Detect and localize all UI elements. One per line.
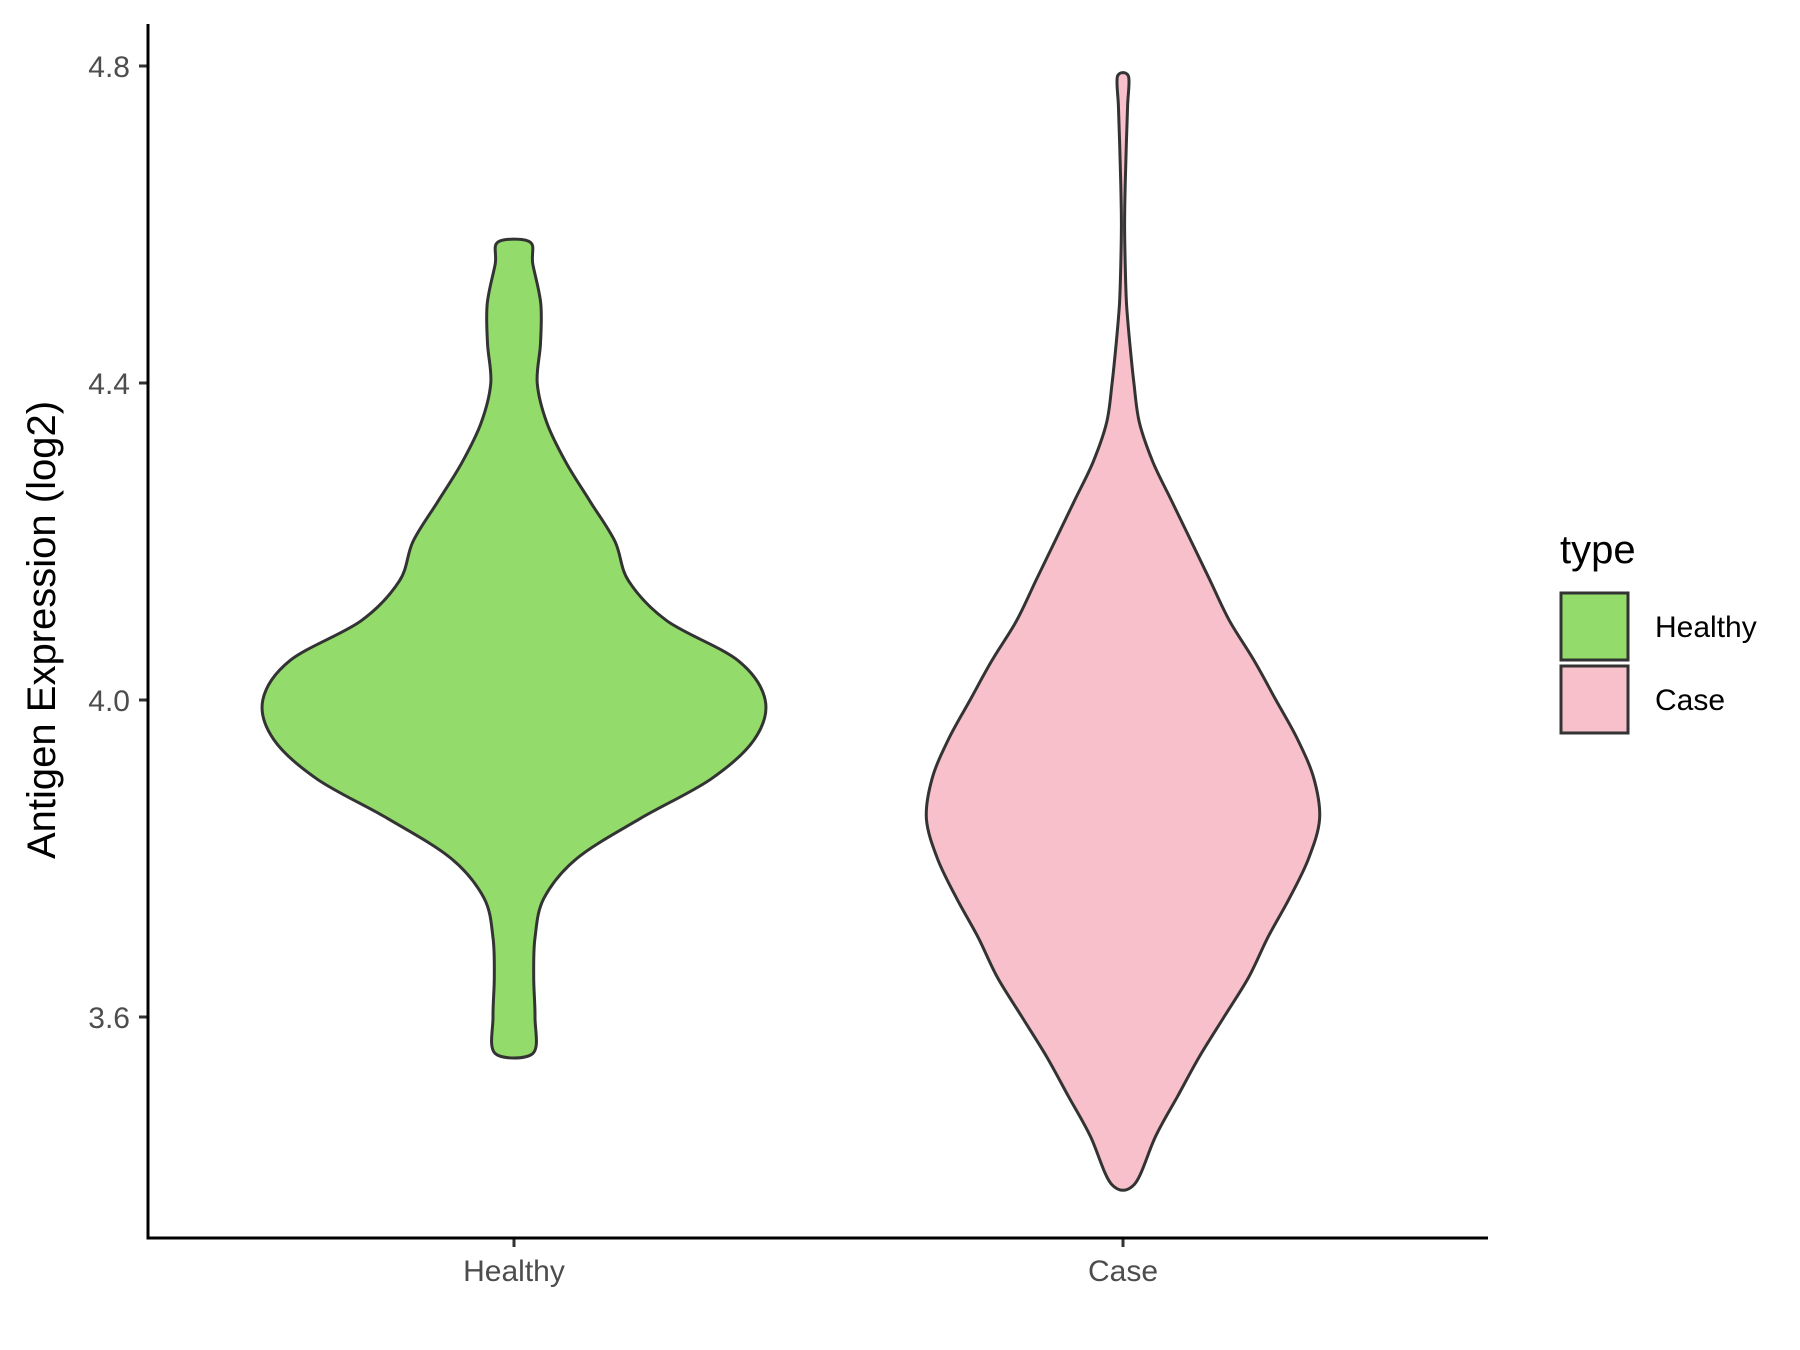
legend-swatch-case xyxy=(1559,664,1630,735)
x-tick-label: Healthy xyxy=(463,1255,565,1288)
y-tick-label: 3.6 xyxy=(88,1002,130,1035)
violin-healthy xyxy=(260,237,768,1060)
legend-label-healthy: Healthy xyxy=(1655,611,1757,644)
legend-title: type xyxy=(1560,528,1636,572)
x-axis-ticks: Healthy Case xyxy=(463,1238,1158,1288)
legend-swatch-healthy xyxy=(1559,591,1630,662)
legend: type Healthy Case xyxy=(1559,528,1757,735)
x-tick-label: Case xyxy=(1088,1255,1158,1288)
y-axis-ticks: 3.6 4.0 4.4 4.8 xyxy=(88,51,148,1035)
legend-label-case: Case xyxy=(1655,684,1725,717)
y-tick-label: 4.0 xyxy=(88,685,130,718)
violins xyxy=(260,71,1322,1192)
y-axis-title: Antigen Expression (log2) xyxy=(20,401,64,859)
y-tick-label: 4.4 xyxy=(88,368,130,401)
y-tick-label: 4.8 xyxy=(88,51,130,84)
violin-case xyxy=(924,71,1322,1192)
